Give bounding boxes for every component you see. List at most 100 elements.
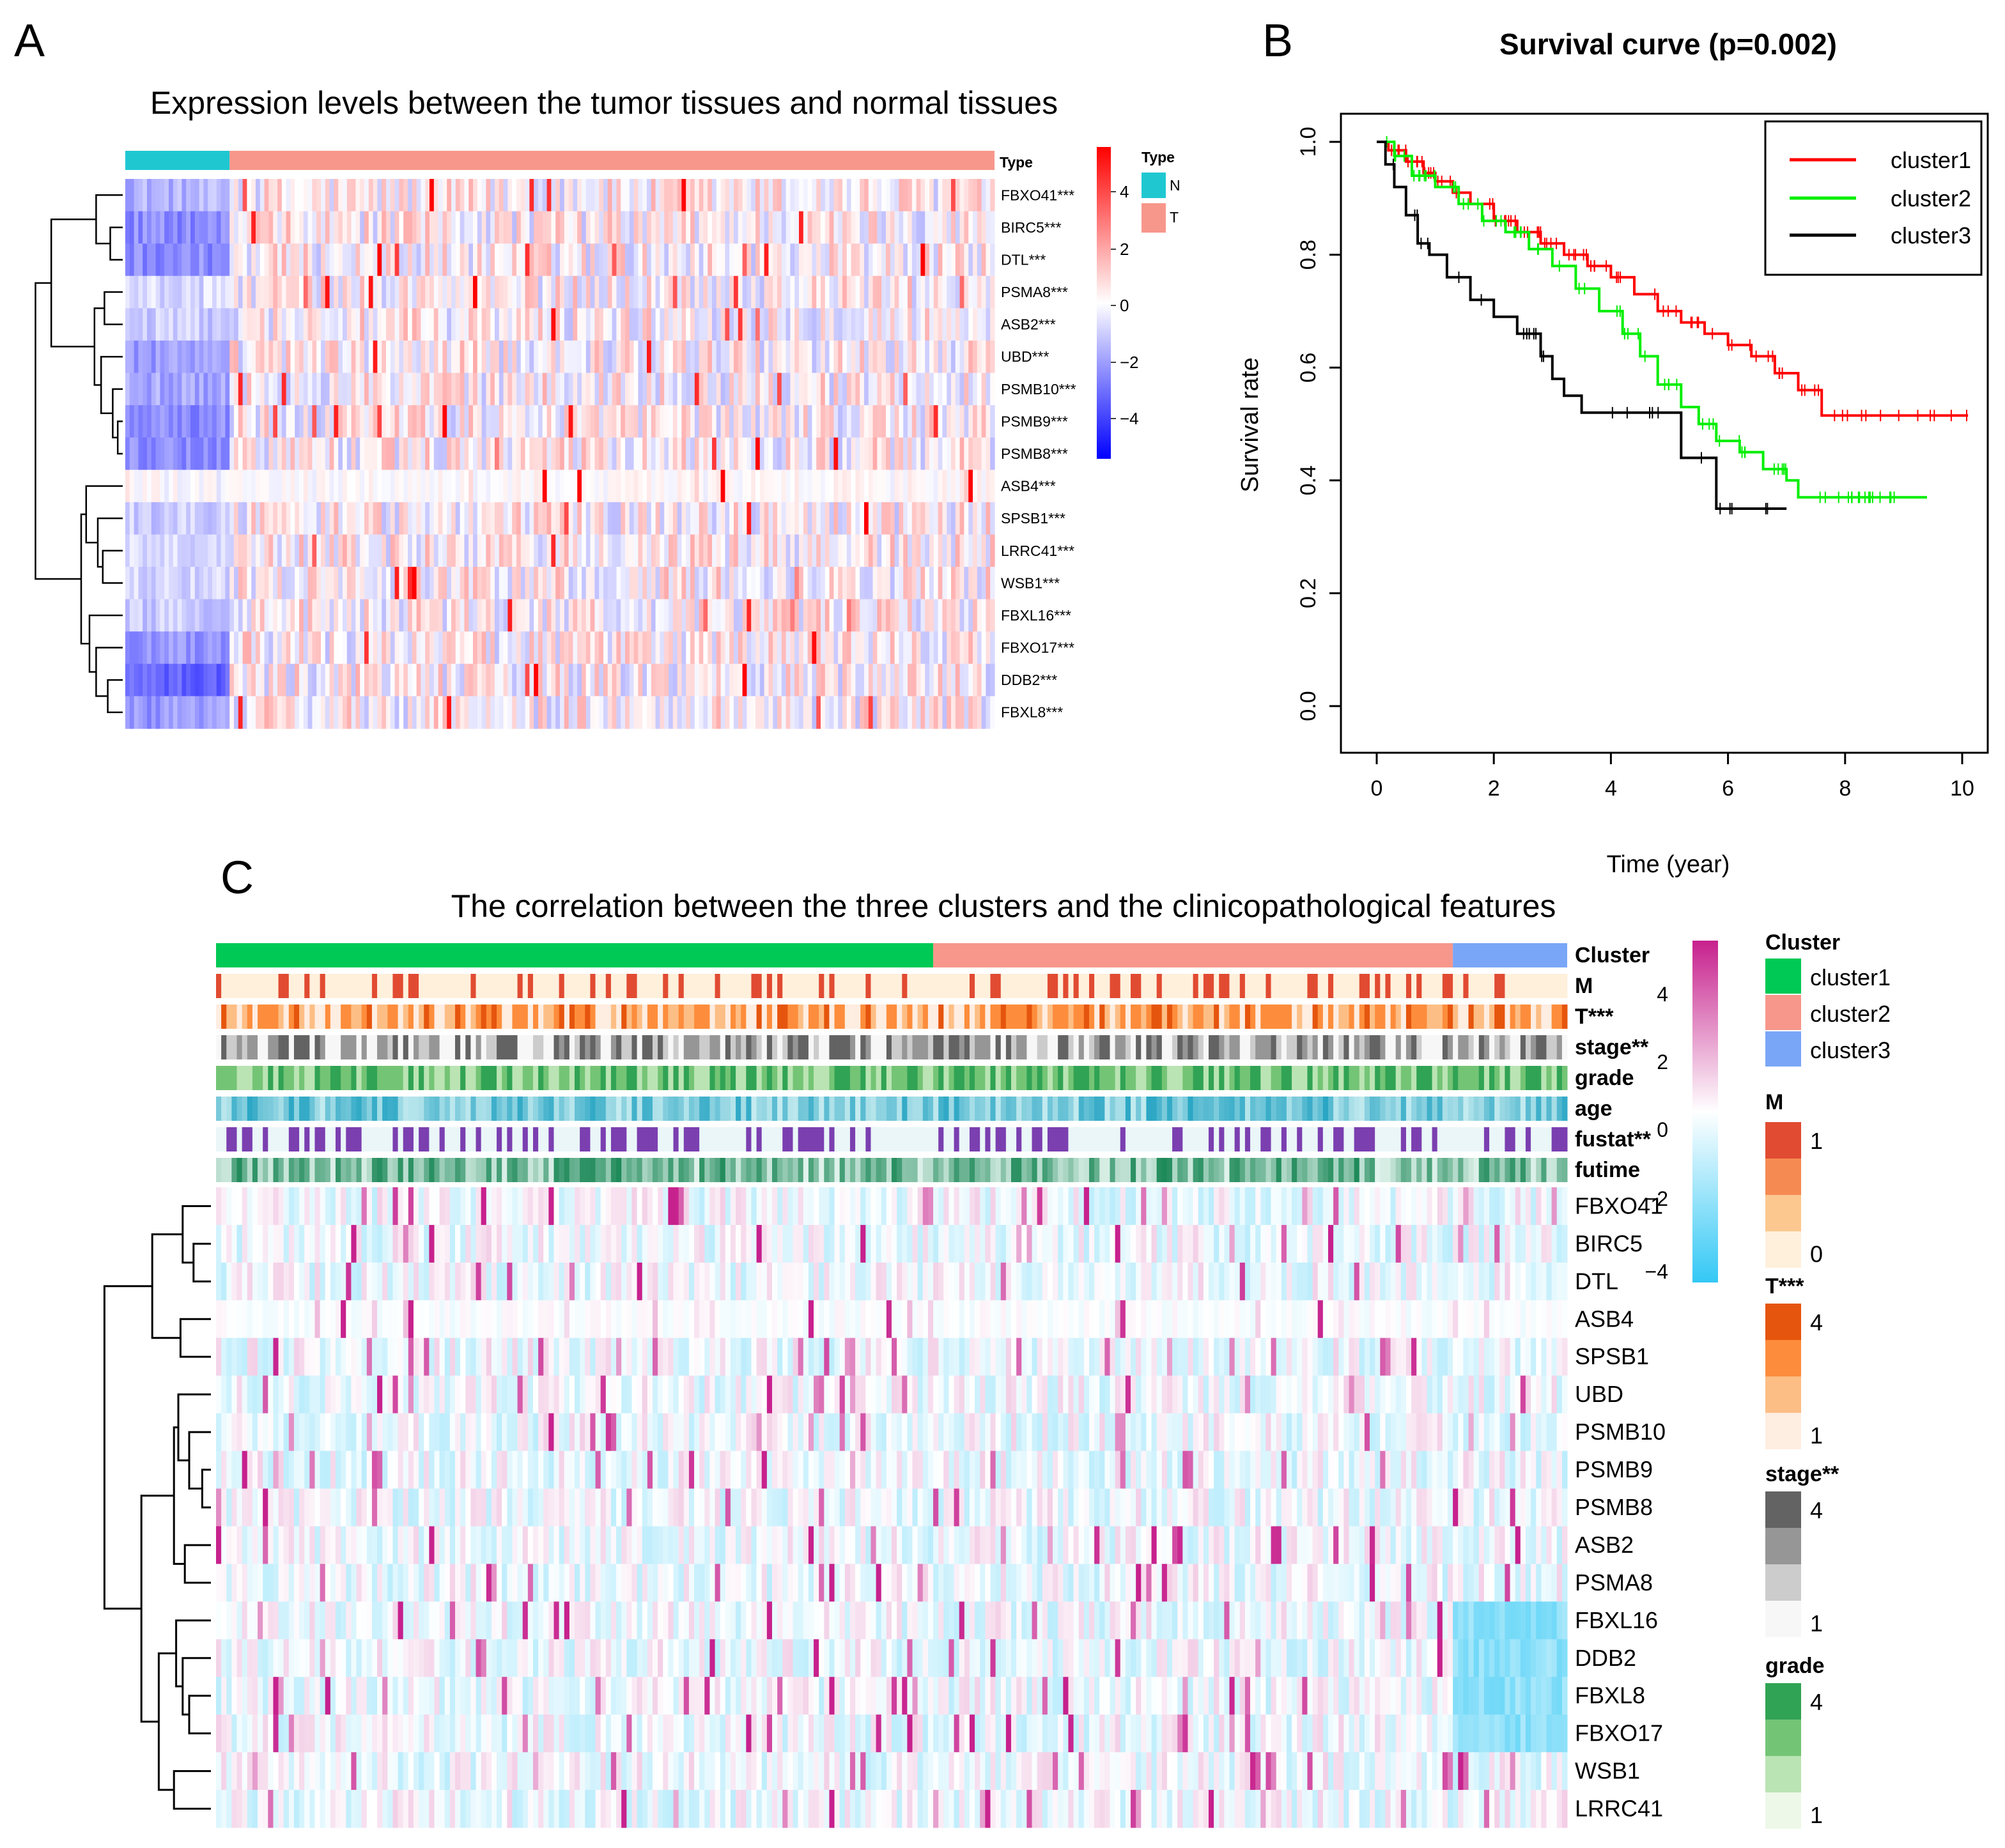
heatmap-cell <box>955 179 961 212</box>
annotation-cell-m <box>231 974 238 998</box>
annotation-cell-m <box>871 974 877 998</box>
annotation-cell-m <box>892 974 897 998</box>
heatmap-cell <box>351 470 356 503</box>
annotation-cell-m <box>522 974 529 998</box>
annotation-cell-fustat <box>527 1127 534 1151</box>
annotation-cell-fustat <box>610 1127 617 1151</box>
annotation-cell-grade <box>1104 1066 1110 1090</box>
heatmap-cell <box>773 631 778 665</box>
heatmap-cell <box>803 534 809 567</box>
heatmap-cell <box>538 243 543 277</box>
heatmap-cell <box>716 502 722 535</box>
heatmap-cell <box>708 340 713 374</box>
heatmap-cell <box>725 599 730 632</box>
heatmap-cell <box>460 599 465 632</box>
annotation-cell-stage <box>330 1035 336 1059</box>
annotation-cell-fustat <box>948 1127 955 1151</box>
annotation-cell-age <box>538 1097 544 1121</box>
heatmap-cell <box>585 534 591 567</box>
heatmap-cell <box>916 502 921 535</box>
annotation-cell-futime <box>512 1158 518 1182</box>
heatmap-cell <box>829 275 834 309</box>
heatmap-cell <box>125 243 130 277</box>
heatmap-cell <box>625 470 630 503</box>
heatmap-cell <box>160 211 165 244</box>
heatmap-cell <box>577 502 582 535</box>
heatmap-cell <box>829 567 834 600</box>
heatmap-cell <box>968 567 973 600</box>
heatmap-cell <box>299 405 304 438</box>
heatmap-cell <box>225 502 230 535</box>
annotation-cell-m <box>330 974 336 998</box>
legend-n-swatch <box>1142 173 1166 198</box>
annotation-cell-fustat <box>273 1127 279 1151</box>
annotation-cell-grade <box>1000 1066 1007 1090</box>
annotation-cell-fustat <box>1136 1127 1142 1151</box>
heatmap-cell <box>203 470 208 503</box>
heatmap-cell <box>585 437 591 470</box>
heatmap-cell <box>708 567 713 600</box>
heatmap-cell <box>573 502 578 535</box>
annotation-cell-grade <box>771 1066 778 1090</box>
heatmap-cell <box>968 275 973 309</box>
annotation-cell-age <box>730 1097 736 1121</box>
heatmap-cell <box>234 631 239 665</box>
heatmap-cell <box>821 373 826 406</box>
heatmap-cell <box>281 599 287 632</box>
annotation-cell-grade <box>387 1066 393 1090</box>
heatmap-cell <box>672 179 678 212</box>
heatmap-cell <box>334 243 339 277</box>
heatmap-cell <box>351 211 356 244</box>
heatmap-cell <box>147 179 152 212</box>
annotation-cell-age <box>278 1097 284 1121</box>
cluster-bar-segment <box>1453 943 1567 967</box>
heatmap-cell <box>534 373 539 406</box>
heatmap-cell <box>638 631 643 665</box>
heatmap-cell <box>577 243 582 277</box>
heatmap-cell <box>190 567 196 600</box>
heatmap-cell <box>677 631 682 665</box>
heatmap-cell <box>872 373 878 406</box>
heatmap-cell <box>738 470 743 503</box>
heatmap-cell <box>468 696 474 729</box>
heatmap-cell <box>251 437 256 470</box>
heatmap-cell <box>134 663 139 697</box>
annotation-cell-grade <box>1099 1066 1105 1090</box>
annotation-cell-fustat <box>834 1127 840 1151</box>
heatmap-cell <box>386 631 391 665</box>
heatmap-cell <box>164 502 169 535</box>
annotation-cell-grade <box>304 1066 310 1090</box>
annotation-cell-grade <box>226 1066 232 1090</box>
heatmap-cell <box>833 405 839 438</box>
heatmap-cell <box>433 243 439 277</box>
annotation-cell-fustat <box>912 1127 918 1151</box>
heatmap-cell <box>625 243 630 277</box>
heatmap-cell <box>764 470 769 503</box>
heatmap-cell <box>329 308 334 341</box>
annotation-cell-fustat <box>299 1127 305 1151</box>
heatmap-cell <box>647 502 652 535</box>
heatmap-cell <box>872 243 878 277</box>
annotation-cell-age <box>575 1097 580 1121</box>
heatmap-cell <box>190 663 196 697</box>
annotation-cell-grade <box>527 1066 534 1090</box>
heatmap-cell <box>920 405 925 438</box>
heatmap-cell <box>355 437 360 470</box>
annotation-cell-m <box>564 974 570 998</box>
heatmap-cell <box>203 663 208 697</box>
annotation-cell-grade <box>741 1066 747 1090</box>
heatmap-cell <box>560 696 565 729</box>
heatmap-cell <box>612 502 617 535</box>
heatmap-cell <box>908 696 913 729</box>
heatmap-cell <box>812 567 817 600</box>
heatmap-cell <box>755 534 761 567</box>
heatmap-cell <box>603 308 608 341</box>
annotation-cell-age <box>948 1097 955 1121</box>
heatmap-cell <box>986 211 991 244</box>
heatmap-cell <box>256 211 261 244</box>
annotation-cell-t <box>309 1005 315 1029</box>
heatmap-cell <box>612 243 617 277</box>
annotation-cell-stage <box>658 1035 663 1059</box>
heatmap-cell <box>507 663 513 697</box>
heatmap-cell <box>564 275 569 309</box>
